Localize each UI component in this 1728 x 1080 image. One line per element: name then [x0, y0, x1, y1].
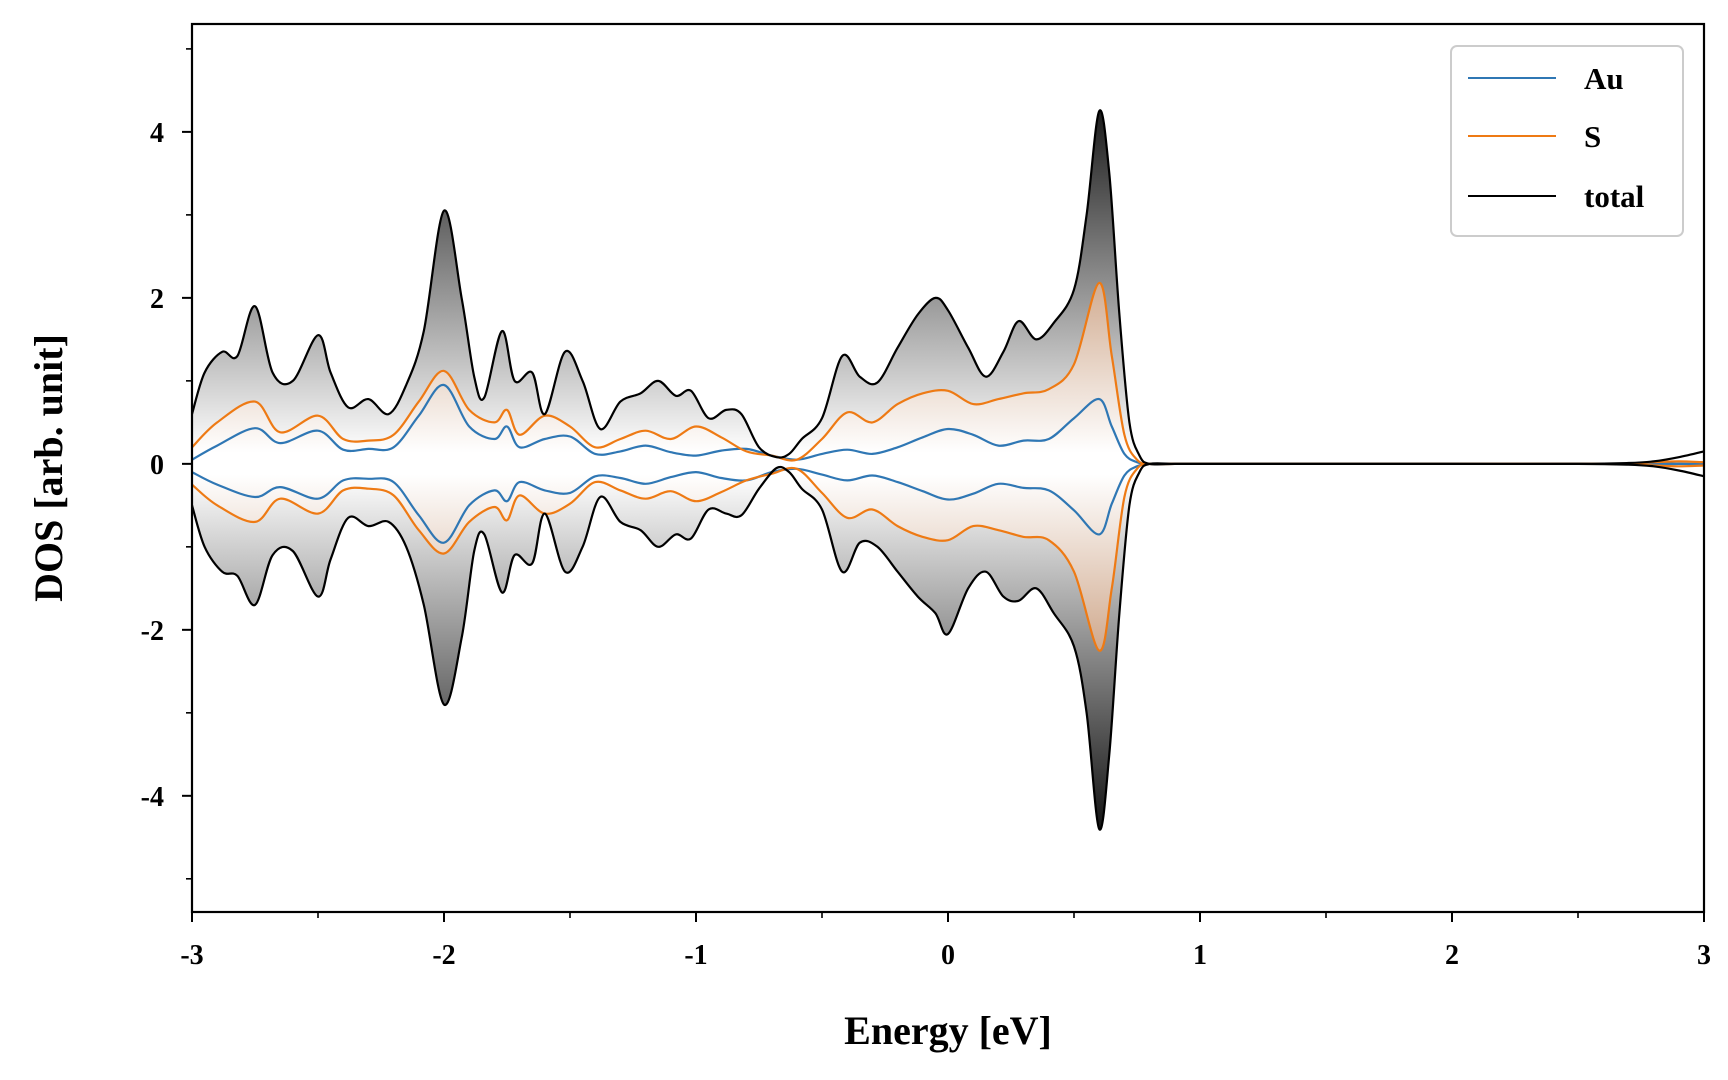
x-tick-label: 3	[1697, 940, 1711, 971]
legend-label-total: total	[1584, 179, 1645, 214]
legend-label-au: Au	[1584, 61, 1624, 96]
total-line-down	[190, 462, 1705, 831]
x-tick-label: 0	[941, 940, 955, 971]
y-tick-label: 0	[150, 450, 164, 481]
s-fill-down	[192, 463, 1704, 651]
y-tick-label: 2	[150, 284, 164, 315]
y-tick-label: 4	[150, 118, 164, 149]
legend: Au S total	[1450, 45, 1684, 237]
y-axis: -4 -2 0 2 4	[141, 48, 192, 880]
legend-label-s: S	[1584, 119, 1601, 154]
y-tick-label: -4	[141, 782, 164, 813]
x-tick-label: -3	[180, 940, 203, 971]
x-axis-title: Energy [eV]	[844, 1008, 1052, 1053]
x-tick-label: 2	[1445, 940, 1459, 971]
legend-box	[1450, 45, 1684, 237]
x-axis: -3 -2 -1 0 1 2 3	[180, 912, 1711, 971]
y-tick-label: -2	[141, 616, 164, 647]
total-fill-up	[192, 110, 1704, 465]
total-fill-down	[192, 463, 1704, 830]
x-tick-label: 1	[1193, 940, 1207, 971]
dos-lines	[190, 109, 1705, 831]
y-axis-title: DOS [arb. unit]	[26, 334, 71, 602]
total-line-up	[190, 109, 1705, 466]
x-tick-label: -1	[684, 940, 707, 971]
x-tick-label: -2	[432, 940, 455, 971]
